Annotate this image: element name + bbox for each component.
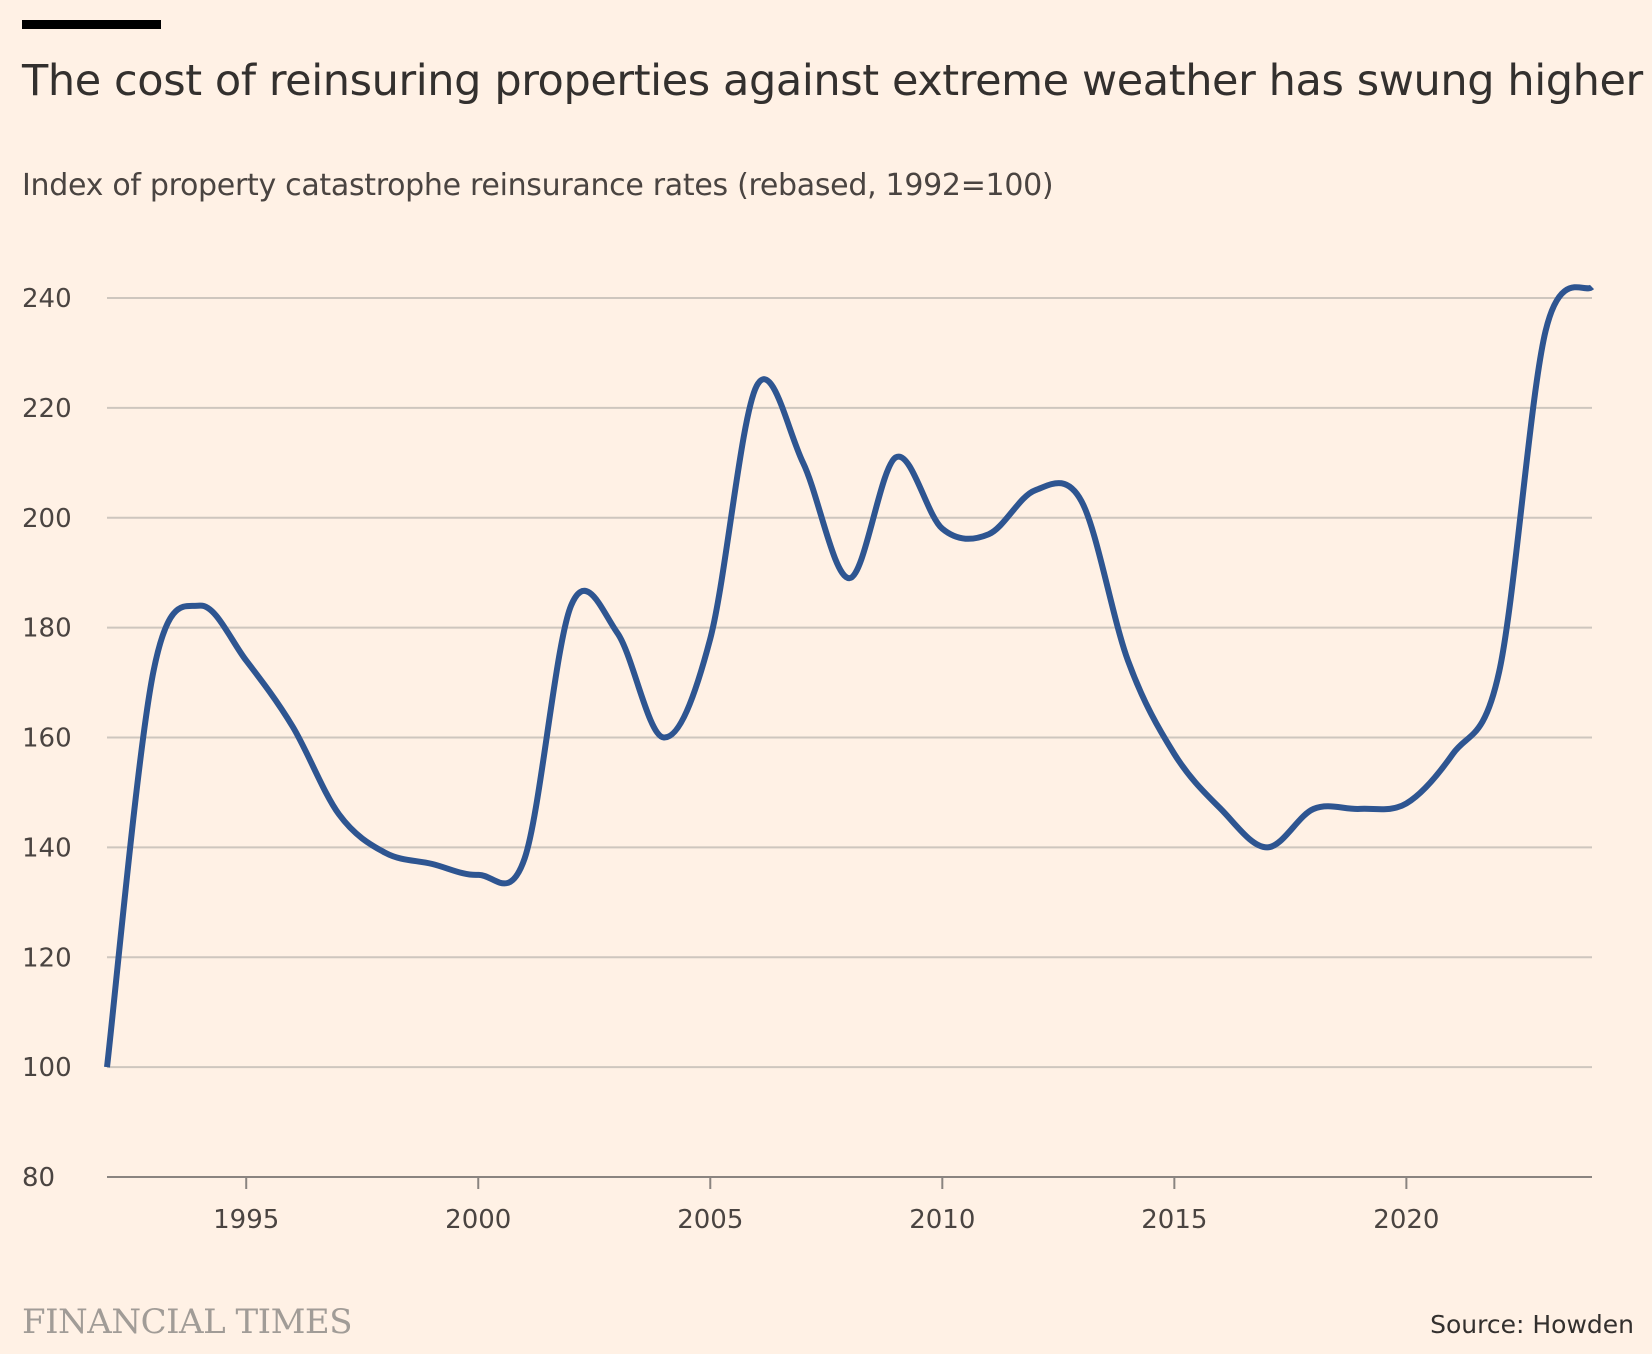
x-tick-label: 2000	[445, 1205, 511, 1235]
x-axis-tick-labels: 1995 2000 2005 2010 2015 2020	[213, 1205, 1439, 1235]
x-tick-label: 1995	[213, 1205, 279, 1235]
y-tick-label: 120	[22, 943, 72, 973]
x-tick-label: 2005	[677, 1205, 743, 1235]
y-tick-label: 200	[22, 504, 72, 534]
y-tick-label: 100	[22, 1053, 72, 1083]
series-line-0	[104, 284, 1595, 1068]
x-tick-label: 2010	[909, 1205, 975, 1235]
y-tick-label: 80	[22, 1163, 55, 1193]
x-axis	[107, 1176, 1592, 1189]
y-tick-label: 160	[22, 724, 72, 754]
source-note: Source: Howden	[1430, 1310, 1634, 1339]
series-layer	[104, 284, 1595, 1068]
title-accent-bar	[22, 20, 161, 29]
x-tick-label: 2020	[1373, 1205, 1439, 1235]
publisher-logo: FINANCIAL TIMES	[22, 1302, 353, 1342]
y-tick-label: 220	[22, 394, 72, 424]
line-chart: 80 100 120 140 160 180 200 220 240 1995 2000 2005 2…	[22, 284, 1595, 1235]
chart-title: The cost of reinsuring properties agains…	[22, 56, 1643, 106]
y-tick-label: 140	[22, 833, 72, 863]
gridlines	[107, 297, 1592, 1069]
y-tick-label: 240	[22, 284, 72, 314]
chart-subtitle: Index of property catastrophe reinsuranc…	[22, 168, 1054, 203]
x-tick-label: 2015	[1141, 1205, 1207, 1235]
y-axis-tick-labels: 80 100 120 140 160 180 200 220 240	[22, 284, 72, 1193]
y-tick-label: 180	[22, 614, 72, 644]
